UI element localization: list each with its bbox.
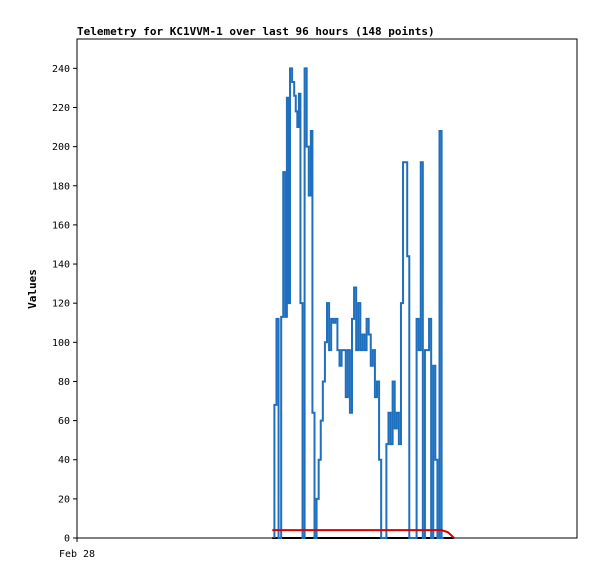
y-tick-label: 0 — [64, 534, 70, 545]
y-tick-label: 180 — [52, 181, 70, 192]
y-tick-label: 100 — [52, 338, 70, 349]
y-tick-label: 80 — [58, 377, 70, 388]
chart-title: Telemetry for KC1VVM-1 over last 96 hour… — [77, 25, 435, 38]
y-tick-label: 240 — [52, 64, 70, 75]
series-line-red — [272, 529, 455, 539]
series-line-main — [273, 67, 444, 539]
series-layer — [272, 67, 455, 539]
y-tick-label: 60 — [58, 416, 70, 427]
y-axis-label: Values — [26, 269, 39, 309]
y-tick-label: 200 — [52, 142, 70, 153]
y-tick-label: 40 — [58, 455, 70, 466]
y-axis: 0 20 40 60 80 100 120 140 160 180 200 220 240 — [52, 64, 77, 545]
y-tick-label: 160 — [52, 220, 70, 231]
x-tick-label: Feb 28 — [59, 549, 95, 560]
x-axis: Feb 28 — [59, 538, 95, 560]
plot-area — [76, 38, 578, 539]
y-tick-label: 140 — [52, 260, 70, 271]
y-tick-label: 20 — [58, 494, 70, 505]
y-tick-label: 120 — [52, 299, 70, 310]
y-tick-label: 220 — [52, 103, 70, 114]
